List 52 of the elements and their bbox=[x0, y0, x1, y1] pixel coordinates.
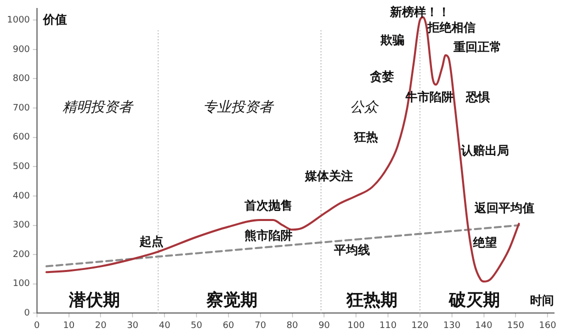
annotation: 认赔出局 bbox=[460, 143, 510, 158]
annotation: 精明投资者 bbox=[62, 100, 134, 116]
annotation: 拒绝相信 bbox=[426, 20, 476, 34]
x-tick-label: 130 bbox=[443, 320, 461, 331]
x-tick-label: 160 bbox=[539, 320, 556, 331]
x-tick-label: 0 bbox=[34, 320, 40, 331]
annotation: 贪婪 bbox=[368, 70, 394, 84]
annotation: 察觉期 bbox=[205, 290, 258, 310]
x-tick-label: 110 bbox=[379, 320, 397, 331]
annotation: 破灭期 bbox=[448, 290, 500, 310]
x-tick-label: 100 bbox=[348, 320, 365, 331]
annotation: 媒体关注 bbox=[304, 169, 354, 184]
y-tick-label: 900 bbox=[12, 44, 30, 55]
y-tick-label: 700 bbox=[12, 103, 30, 114]
annotation: 欺骗 bbox=[380, 32, 405, 47]
x-tick-label: 50 bbox=[190, 320, 202, 331]
y-axis-title: 价值 bbox=[42, 12, 67, 27]
y-tick-label: 200 bbox=[12, 250, 30, 260]
x-tick-label: 20 bbox=[95, 320, 107, 331]
x-tick-label: 140 bbox=[475, 320, 493, 331]
x-tick-label: 80 bbox=[286, 320, 298, 331]
annotation: 潜伏期 bbox=[68, 290, 120, 310]
y-tick-label: 800 bbox=[12, 74, 30, 84]
y-tick-label: 500 bbox=[12, 162, 30, 172]
x-tick-label: 90 bbox=[318, 320, 330, 331]
annotation: 平均线 bbox=[332, 242, 370, 257]
annotation: 绝望 bbox=[472, 236, 498, 250]
x-tick-label: 60 bbox=[222, 320, 234, 331]
annotation: 狂热期 bbox=[345, 290, 398, 310]
annotation: 熊市陷阱 bbox=[244, 228, 293, 243]
annotation: 恐惧 bbox=[464, 90, 490, 104]
annotation: 首次抛售 bbox=[244, 198, 293, 213]
annotation: 新榜样！！ bbox=[389, 5, 450, 20]
x-tick-label: 10 bbox=[63, 320, 75, 331]
annotation: 公众 bbox=[350, 100, 380, 116]
annotation: 重回正常 bbox=[452, 40, 502, 54]
annotation: 狂热 bbox=[352, 130, 378, 144]
y-tick-label: 0 bbox=[24, 308, 30, 319]
y-tick-label: 600 bbox=[12, 132, 30, 143]
x-tick-label: 150 bbox=[507, 320, 525, 331]
y-tick-label: 400 bbox=[12, 191, 30, 202]
annotation: 起点 bbox=[138, 234, 164, 249]
y-tick-label: 1000 bbox=[7, 15, 30, 26]
x-tick-label: 120 bbox=[411, 320, 429, 331]
x-axis-title: 时间 bbox=[530, 293, 554, 308]
annotation: 返回平均值 bbox=[473, 200, 534, 215]
y-tick-label: 300 bbox=[12, 220, 30, 231]
annotation: 专业投资者 bbox=[203, 100, 276, 116]
x-tick-label: 40 bbox=[158, 320, 171, 331]
x-tick-label: 30 bbox=[126, 320, 139, 331]
x-tick-label: 70 bbox=[254, 320, 266, 331]
y-tick-label: 100 bbox=[12, 279, 30, 290]
